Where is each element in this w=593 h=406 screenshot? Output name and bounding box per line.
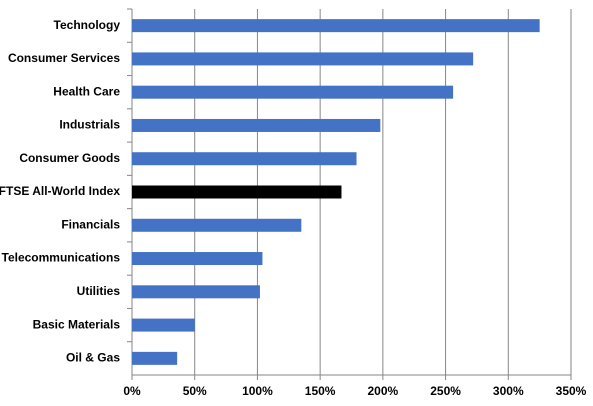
bar [132,285,260,299]
y-tick-label: Technology [54,18,121,32]
bar [132,351,178,365]
x-tick-label: 0% [123,384,141,398]
x-tick-label: 200% [368,384,399,398]
x-tick-label: 150% [305,384,336,398]
y-tick-label: Basic Materials [33,317,121,331]
y-tick-label: Telecommunications [2,251,121,265]
y-tick-label: Utilities [77,284,121,298]
x-tick-label: 50% [183,384,207,398]
x-tick-label: 350% [556,384,587,398]
bar [132,218,302,232]
y-tick-label: Industrials [59,118,120,132]
bar [132,52,474,66]
bar [132,185,342,199]
y-tick-label: Consumer Goods [19,151,120,165]
x-tick-label: 250% [430,384,461,398]
y-tick-label: FTSE All-World Index [0,184,120,198]
bar [132,19,540,33]
y-tick-label: Consumer Services [8,51,120,65]
bar [132,85,454,99]
bar [132,318,195,332]
y-tick-label: Financials [61,217,120,231]
bar [132,152,357,166]
x-tick-label: 100% [242,384,273,398]
bar [132,118,381,132]
x-tick-label: 300% [493,384,524,398]
bar [132,252,263,266]
y-tick-label: Oil & Gas [66,351,120,365]
y-tick-label: Health Care [53,84,120,98]
